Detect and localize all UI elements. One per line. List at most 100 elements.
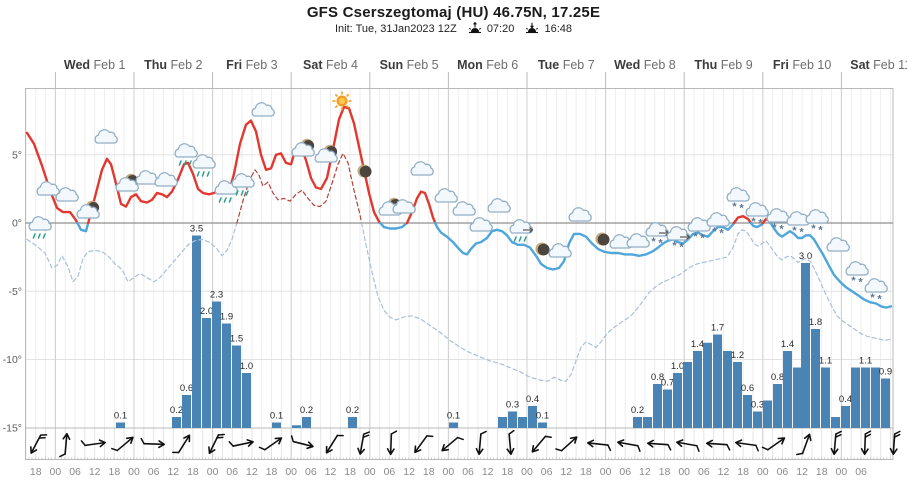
svg-text:*: *: [811, 223, 816, 235]
day-label-row: Wed Feb 1 Thu Feb 2 Fri Feb 3 Sat Feb 4 Sun …: [0, 58, 907, 78]
svg-text:18: 18: [30, 466, 42, 478]
wind-arrow: [228, 439, 254, 447]
svg-text:*: *: [712, 226, 717, 238]
sunset-icon: [525, 22, 539, 38]
moon-cloud-icon: [115, 173, 139, 192]
svg-text:1.0: 1.0: [671, 361, 684, 372]
svg-text:0.2: 0.2: [631, 405, 644, 416]
cloud-icon: [469, 217, 493, 232]
svg-text:1.0: 1.0: [240, 361, 253, 372]
svg-text:-15°: -15°: [3, 422, 22, 434]
snow-icon: * *: [864, 278, 888, 306]
wind-arrow: [646, 439, 672, 451]
cloud-icon: [251, 102, 275, 117]
svg-text:00: 00: [521, 466, 533, 478]
wind-arrow: [208, 433, 225, 455]
svg-text:*: *: [658, 238, 663, 250]
svg-text:1.1: 1.1: [819, 356, 832, 367]
svg-text:06: 06: [698, 466, 710, 478]
cloud-icon: [36, 181, 60, 196]
svg-text:*: *: [779, 224, 784, 236]
svg-text:0.6: 0.6: [741, 383, 754, 394]
day-label: Sun Feb 5: [379, 58, 439, 72]
day-label: Wed Feb 8: [614, 58, 676, 72]
svg-text:12: 12: [325, 466, 337, 478]
day-label: Wed Feb 1: [63, 58, 126, 72]
wind-arrow: [59, 432, 71, 458]
svg-text:*: *: [732, 201, 737, 213]
svg-text:0.4: 0.4: [526, 394, 539, 405]
svg-text:06: 06: [855, 466, 867, 478]
snow-icon: * *: [706, 212, 730, 240]
weather-icons: * * * ** ** ** ** * * * * * * ** ** *: [28, 91, 888, 306]
wind-arrow: [676, 439, 700, 452]
svg-text:00: 00: [443, 466, 455, 478]
svg-text:3.5: 3.5: [190, 224, 203, 235]
cloud-icon: [94, 129, 118, 144]
svg-text:0.1: 0.1: [270, 411, 283, 422]
wind-arrow: [796, 433, 812, 456]
svg-text:1.1: 1.1: [859, 356, 872, 367]
wind-arrow: [705, 439, 731, 451]
wind-arrow: [475, 430, 487, 456]
precipitation-bars: 0.1 0.2 0.6 3.5 2.0 2.3 1.9 1.5 1.0 0.1 0.2 0.2 0.1 0…: [114, 224, 892, 428]
svg-text:0.8: 0.8: [771, 372, 784, 383]
svg-text:*: *: [799, 227, 804, 239]
rain-wind-icon: [509, 219, 534, 242]
svg-text:0.3: 0.3: [506, 400, 519, 411]
svg-text:06: 06: [384, 466, 396, 478]
moon-icon: [595, 232, 610, 246]
day-label: Mon Feb 6: [457, 58, 519, 72]
svg-text:18: 18: [423, 466, 435, 478]
svg-text:18: 18: [344, 466, 356, 478]
svg-text:*: *: [700, 233, 705, 245]
wind-arrow: [506, 429, 515, 456]
svg-text:00: 00: [600, 466, 612, 478]
sunrise-icon: [468, 21, 482, 38]
cloud-icon: [568, 207, 592, 222]
svg-text:1.5: 1.5: [230, 334, 243, 345]
day-label: Thu Feb 9: [694, 58, 753, 72]
svg-text:12: 12: [560, 466, 572, 478]
svg-text:06: 06: [305, 466, 317, 478]
svg-text:1.9: 1.9: [220, 312, 233, 323]
svg-text:12: 12: [796, 466, 808, 478]
svg-text:*: *: [858, 277, 863, 289]
wind-arrow: [586, 439, 612, 452]
svg-text:0.1: 0.1: [536, 411, 549, 422]
cloud-icon: [55, 187, 79, 202]
cloud-icon: [826, 237, 850, 252]
svg-text:18: 18: [659, 466, 671, 478]
svg-text:12: 12: [482, 466, 494, 478]
day-label: Fri Feb 10: [772, 58, 832, 72]
svg-text:18: 18: [816, 466, 828, 478]
svg-text:2.0: 2.0: [200, 306, 213, 317]
init-label: Init: Tue, 31Jan2023 12Z: [334, 23, 457, 35]
moon-cloud-icon: [314, 144, 338, 163]
svg-text:12: 12: [167, 466, 179, 478]
svg-text:*: *: [877, 294, 882, 306]
svg-text:12: 12: [246, 466, 258, 478]
rain-icon: [192, 154, 216, 177]
svg-text:0.8: 0.8: [651, 372, 664, 383]
wind-arrow: [357, 431, 370, 455]
svg-text:06: 06: [148, 466, 160, 478]
wind-arrow: [830, 430, 842, 456]
svg-text:*: *: [719, 228, 724, 240]
svg-text:00: 00: [50, 466, 62, 478]
svg-text:18: 18: [580, 466, 592, 478]
svg-text:06: 06: [777, 466, 789, 478]
svg-text:18: 18: [109, 466, 121, 478]
svg-text:00: 00: [128, 466, 140, 478]
snow-icon: * *: [805, 209, 829, 237]
svg-text:00: 00: [678, 466, 690, 478]
snow-icon: * *: [766, 208, 790, 236]
day-label: Tue Feb 7: [537, 58, 595, 72]
cloud-icon: [392, 199, 416, 214]
day-label: Thu Feb 2: [144, 58, 203, 72]
wind-arrow: [860, 430, 872, 456]
wind-arrow: [555, 436, 578, 452]
time-axis-labels: 18 00 06 12 18 00 06 12 18 00 06 12 18 00 06 12 18 00 06 12…: [30, 466, 867, 478]
sunset-time: 16:48: [544, 23, 572, 35]
sunrise-time: 07:20: [486, 23, 515, 35]
